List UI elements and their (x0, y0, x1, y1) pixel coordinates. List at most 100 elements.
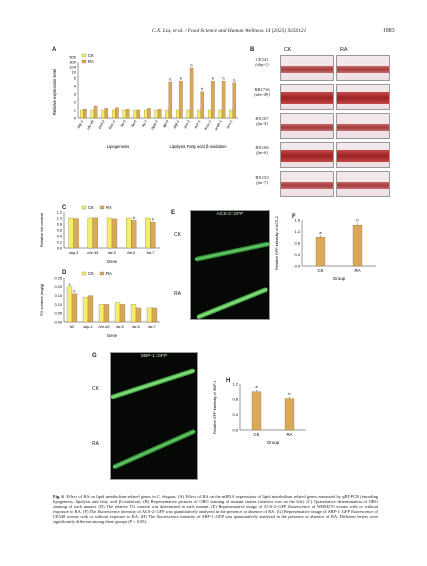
strain-gene: (nhr-49) (254, 92, 270, 98)
significance-label: b (133, 216, 135, 220)
x-tick-label: CK (253, 432, 259, 437)
sbp1-gfp-title: SBP-1::GFP (140, 354, 168, 359)
bar-ck (218, 109, 223, 119)
legend-label-ck: CK (88, 53, 94, 58)
y-axis-label: Relative GFP intensity of SBP-1 (213, 380, 217, 434)
panel-letter-g: G (92, 353, 97, 359)
bar-ra (151, 307, 158, 323)
bar-ck (229, 109, 233, 119)
significance-label: b (191, 64, 193, 68)
legend-swatch-ck (81, 205, 87, 210)
panel-letter-a: A (52, 47, 57, 53)
strain-gene: (fat-6) (256, 150, 268, 156)
chart-panel-h: 0.0 0.4 0.8 1.2 Relative GFP intensity of SB… (213, 380, 306, 445)
bar-ck (165, 109, 169, 119)
bar-ck (66, 286, 73, 323)
strain-gene: (fat-7) (256, 180, 268, 186)
y-tick-label: 0.00 (55, 320, 62, 324)
bar-ck (98, 304, 105, 323)
bar-ck (122, 109, 127, 119)
y-tick-label: 1 (74, 108, 77, 113)
panel-e-row-ra: RA (174, 291, 181, 297)
bar-ck (186, 109, 191, 119)
figure-number: Fig. 6 (53, 494, 64, 499)
oro-image-ra-ce541 (336, 55, 390, 81)
y-tick-label: 0.20 (55, 285, 62, 289)
gfp-worm-ra (111, 428, 197, 470)
bar-ck (114, 302, 121, 323)
x-tick-label: fat-5 (108, 251, 116, 255)
strain-name: RB1716 (254, 87, 270, 92)
bar-ra (135, 307, 142, 323)
y-tick-label: 0.4 (294, 252, 300, 257)
oro-image-ck-bx106 (280, 142, 334, 168)
y-tick-label: 0.8 (294, 240, 300, 245)
gfp-worm-ra (196, 286, 269, 319)
y-tick-label: 2 (74, 100, 77, 105)
x-tick-label: fasn-1 (108, 120, 116, 131)
y-tick-label: 0.10 (55, 303, 62, 307)
y-tick-label: 0.4 (232, 412, 238, 417)
x-tick-label: fat-7 (148, 325, 156, 329)
y-tick-label: 4 (74, 84, 77, 89)
oro-image-ck-ce541 (280, 55, 334, 81)
bar-ra (232, 82, 237, 119)
y-tick-label: 0.8 (57, 222, 62, 226)
x-axis-label: Group (333, 276, 346, 281)
strain-label: CE541 (sbp-1) (242, 57, 282, 67)
bar-ck (251, 391, 262, 431)
strain-label: BX107 (fat-5) (242, 116, 282, 126)
significance-label: a (319, 230, 322, 235)
strain-label: BX106 (fat-6) (242, 145, 282, 155)
panel-letter-h: H (226, 378, 231, 384)
panel-b-column-ck: CK (284, 47, 292, 53)
bar-ck (315, 237, 326, 267)
y-tick-label: 1.2 (57, 210, 62, 214)
y-tick-label: 300 (69, 60, 76, 65)
bar-ck (133, 109, 137, 119)
significance-label: b (201, 87, 203, 91)
x-tick-label: sbp-1 (69, 251, 79, 255)
x-tick-label: fat-6 (132, 325, 140, 329)
y-tick-label: 0.8 (232, 397, 238, 402)
panel-b-column-ra: RA (340, 47, 348, 53)
y-tick-label: 0.0 (294, 263, 300, 268)
y-tick-label: 5 (74, 76, 77, 81)
bar-ra (168, 81, 173, 119)
strain-label: BX153 (fat-7) (242, 175, 282, 185)
panel-e-row-ck: CK (174, 232, 181, 238)
legend-swatch-ra (99, 271, 105, 276)
bar-ra (284, 398, 295, 431)
x-tick-label: dgat-2 (150, 120, 159, 131)
y-tick-label: 0.05 (55, 312, 62, 316)
significance-label: b (169, 78, 171, 82)
y-axis-label: Relative GFP intensity of ACS-2 (275, 216, 279, 270)
bar-ck (82, 297, 89, 323)
legend-label-ck: CK (88, 205, 94, 210)
x-tick-label: fat-7 (141, 119, 149, 128)
strain-name: CE541 (255, 57, 269, 62)
bar-ck (146, 307, 153, 323)
strain-name: BX107 (255, 116, 269, 121)
bar-ck (197, 109, 201, 119)
journal-running-head: C.X. Liu, et al. / Food Science and Huma… (152, 28, 307, 34)
y-tick-label: 0.15 (55, 294, 62, 298)
x-tick-label: sbp-1 (83, 325, 93, 329)
bar-ra (200, 91, 205, 119)
oro-image-ra-bx107 (336, 113, 390, 139)
sbp1-gfp-image: SBP-1::GFP (110, 352, 198, 480)
gfp-worm-ck (111, 367, 196, 400)
x-tick-label: lipl-4 (162, 119, 169, 128)
acs2-gfp-title: ACS-2::GFP (216, 212, 244, 217)
strain-gene: (sbp-1) (255, 62, 269, 68)
bar-ck (145, 217, 151, 249)
y-tick-label: 0.6 (57, 228, 62, 232)
significance-label: b (223, 77, 225, 81)
y-tick-label: 0.0 (232, 427, 238, 432)
significance-label: b (233, 78, 235, 82)
group-label-lipolysis: Lipolysis Fatty acid β-oxidation (169, 144, 227, 149)
bar-ck (207, 109, 212, 119)
significance-label: b (180, 77, 182, 81)
bar-ra (136, 109, 141, 119)
